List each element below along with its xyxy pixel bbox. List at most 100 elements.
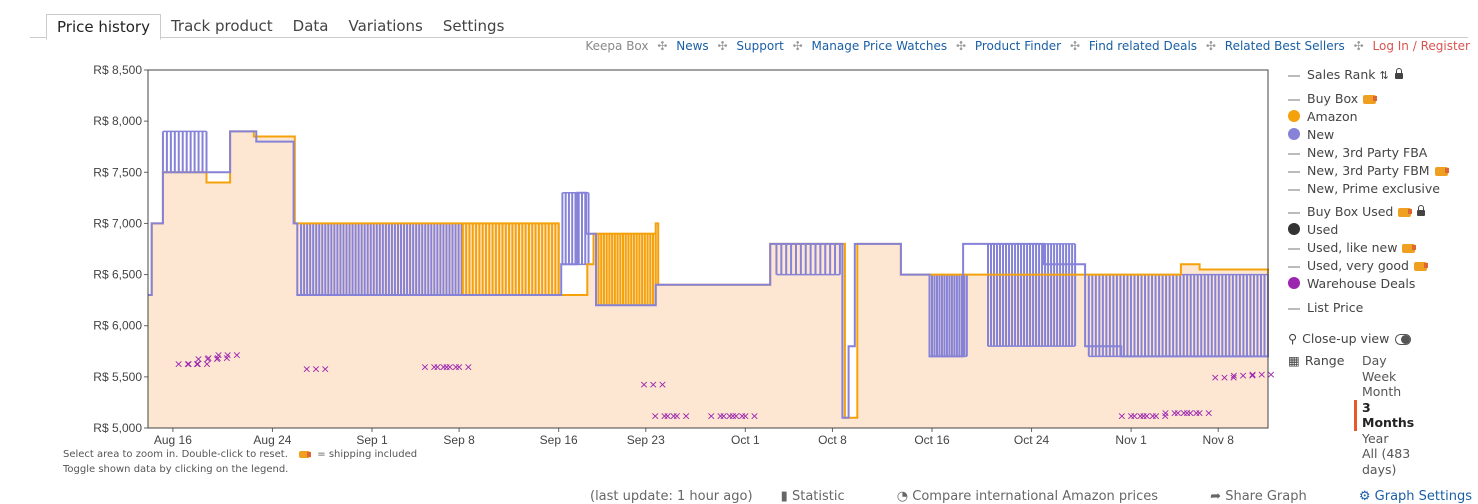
range-options: Day Week Month 3 Months Year All (483 da… bbox=[1354, 353, 1414, 477]
legend-label: New, 3rd Party FBM bbox=[1307, 163, 1430, 178]
top-links: Keepa Box ✣ News ✣ Support ✣ Manage Pric… bbox=[585, 39, 1470, 53]
tab-price-history[interactable]: Price history bbox=[46, 14, 161, 40]
warehouse-point: ××× bbox=[651, 410, 679, 423]
tab-variations[interactable]: Variations bbox=[348, 17, 423, 35]
legend-new[interactable]: New bbox=[1288, 127, 1334, 142]
x-tick-label: Sep 8 bbox=[443, 433, 475, 447]
range-month[interactable]: Month bbox=[1362, 384, 1402, 399]
product-finder-link[interactable]: Product Finder bbox=[974, 39, 1062, 53]
x-tick-label: Nov 8 bbox=[1203, 433, 1235, 447]
range-week[interactable]: Week bbox=[1362, 368, 1397, 384]
legend-sales-rank[interactable]: Sales Rank ⇅ bbox=[1288, 67, 1403, 82]
legend-warehouse-deals[interactable]: Warehouse Deals bbox=[1288, 276, 1415, 291]
graph-settings-link[interactable]: ⚙ Graph Settings bbox=[1358, 489, 1473, 504]
link-separator: ✣ bbox=[792, 39, 803, 53]
tab-track-product[interactable]: Track product bbox=[170, 17, 273, 35]
warehouse-point: ××× bbox=[1161, 407, 1189, 420]
link-separator: ✣ bbox=[1353, 39, 1364, 53]
legend-new-3p-fbm[interactable]: New, 3rd Party FBM bbox=[1288, 163, 1449, 178]
warehouse-point: ××× bbox=[707, 410, 735, 423]
legend-amazon[interactable]: Amazon bbox=[1288, 109, 1358, 124]
legend-used[interactable]: Used bbox=[1288, 222, 1338, 237]
share-label: Share Graph bbox=[1225, 489, 1307, 504]
range-label: ▦ Range bbox=[1288, 353, 1344, 368]
keepa-box-link[interactable]: Keepa Box bbox=[585, 39, 649, 53]
closeup-view-toggle[interactable]: ⚲ Close-up view bbox=[1288, 331, 1412, 346]
line-marker bbox=[1288, 98, 1300, 101]
truck-icon bbox=[1398, 208, 1413, 217]
support-link[interactable]: Support bbox=[736, 39, 784, 53]
price-history-chart[interactable]: ×××××××××××××××××× ×××××××××××××××××× ××××… bbox=[0, 60, 1280, 460]
share-graph-link[interactable]: ➦ Share Graph bbox=[1210, 489, 1307, 504]
calendar-icon: ▦ bbox=[1288, 353, 1300, 368]
closeup-label: Close-up view bbox=[1302, 331, 1390, 346]
legend-label: Used, very good bbox=[1307, 258, 1409, 273]
warehouse-point: ××× bbox=[663, 410, 691, 423]
legend-used-like-new[interactable]: Used, like new bbox=[1288, 240, 1417, 255]
legend-label: Used, like new bbox=[1307, 240, 1398, 255]
line-marker bbox=[1288, 211, 1300, 214]
x-tick-label: Sep 1 bbox=[356, 433, 388, 447]
lock-icon bbox=[1417, 204, 1426, 216]
warehouse-point: ××× bbox=[194, 352, 222, 365]
legend-label: New bbox=[1307, 127, 1335, 142]
legend-label: Used bbox=[1307, 222, 1339, 237]
tab-bar: Price history Track product Data Variati… bbox=[30, 14, 1468, 40]
legend-label: New, 3rd Party FBA bbox=[1307, 145, 1428, 160]
truck-icon bbox=[1414, 262, 1428, 271]
warehouse-point: ××× bbox=[1229, 369, 1257, 382]
last-update-text: (last update: 1 hour ago) bbox=[590, 489, 753, 504]
y-tick-label: R$ 8,500 bbox=[93, 63, 142, 77]
y-tick-label: R$ 6,000 bbox=[93, 319, 142, 333]
tab-data[interactable]: Data bbox=[292, 17, 329, 35]
x-tick-label: Oct 16 bbox=[914, 433, 950, 447]
warehouse-dot-icon bbox=[1288, 277, 1300, 289]
warehouse-point: ××× bbox=[214, 348, 242, 361]
line-marker bbox=[1288, 170, 1300, 173]
x-tick-label: Nov 1 bbox=[1115, 433, 1147, 447]
manage-price-watches-link[interactable]: Manage Price Watches bbox=[811, 39, 948, 53]
y-tick-label: R$ 7,000 bbox=[93, 216, 142, 230]
range-text: Range bbox=[1304, 353, 1345, 368]
news-link[interactable]: News bbox=[676, 39, 709, 53]
warehouse-point: ××× bbox=[732, 410, 760, 423]
y-tick-label: R$ 8,000 bbox=[93, 114, 142, 128]
warehouse-point: ××× bbox=[433, 361, 461, 374]
legend-new-prime[interactable]: New, Prime exclusive bbox=[1288, 181, 1440, 196]
legend-new-3p-fba[interactable]: New, 3rd Party FBA bbox=[1288, 145, 1427, 160]
plot-frame bbox=[147, 69, 1269, 429]
login-register-link[interactable]: Log In / Register bbox=[1372, 39, 1470, 53]
legend-label: List Price bbox=[1307, 300, 1364, 315]
warehouse-point: ××× bbox=[1173, 407, 1201, 420]
new-dot-icon bbox=[1288, 128, 1300, 140]
range-day[interactable]: Day bbox=[1362, 353, 1387, 368]
tab-settings[interactable]: Settings bbox=[442, 17, 505, 35]
range-all[interactable]: All (483 days) bbox=[1362, 446, 1411, 477]
warehouse-point: ××× bbox=[174, 358, 202, 371]
x-tick-label: Sep 23 bbox=[627, 433, 665, 447]
legend-list-price[interactable]: List Price bbox=[1288, 300, 1363, 315]
warehouse-point: ××× bbox=[302, 363, 330, 376]
range-3-months[interactable]: 3 Months bbox=[1354, 399, 1414, 431]
price-area-fill bbox=[148, 131, 1268, 428]
warehouse-point: ××× bbox=[184, 358, 212, 371]
warehouse-point: ××× bbox=[1186, 407, 1214, 420]
related-best-sellers-link[interactable]: Related Best Sellers bbox=[1224, 39, 1345, 53]
bottom-bar: (last update: 1 hour ago) ▮ Statistic ◔ … bbox=[590, 489, 1478, 504]
compare-prices-link[interactable]: ◔ Compare international Amazon prices bbox=[896, 489, 1159, 504]
truck-icon bbox=[1402, 244, 1417, 253]
find-related-deals-link[interactable]: Find related Deals bbox=[1088, 39, 1198, 53]
range-year[interactable]: Year bbox=[1362, 430, 1389, 446]
link-separator: ✣ bbox=[657, 39, 668, 53]
y-tick-label: R$ 5,000 bbox=[93, 421, 142, 435]
statistic-link[interactable]: ▮ Statistic bbox=[780, 489, 845, 504]
chart-hint-zoom: Select area to zoom in. Double-click to … bbox=[63, 449, 417, 460]
legend-used-very-good[interactable]: Used, very good bbox=[1288, 258, 1428, 273]
x-tick-label: Aug 24 bbox=[253, 433, 291, 447]
legend-buy-box-used[interactable]: Buy Box Used bbox=[1288, 204, 1426, 219]
legend-buy-box[interactable]: Buy Box bbox=[1288, 91, 1378, 106]
graph-settings-label: Graph Settings bbox=[1374, 489, 1473, 504]
legend-label: Amazon bbox=[1307, 109, 1358, 124]
warehouse-point: ××× bbox=[1130, 410, 1158, 423]
lock-icon bbox=[1394, 67, 1403, 79]
